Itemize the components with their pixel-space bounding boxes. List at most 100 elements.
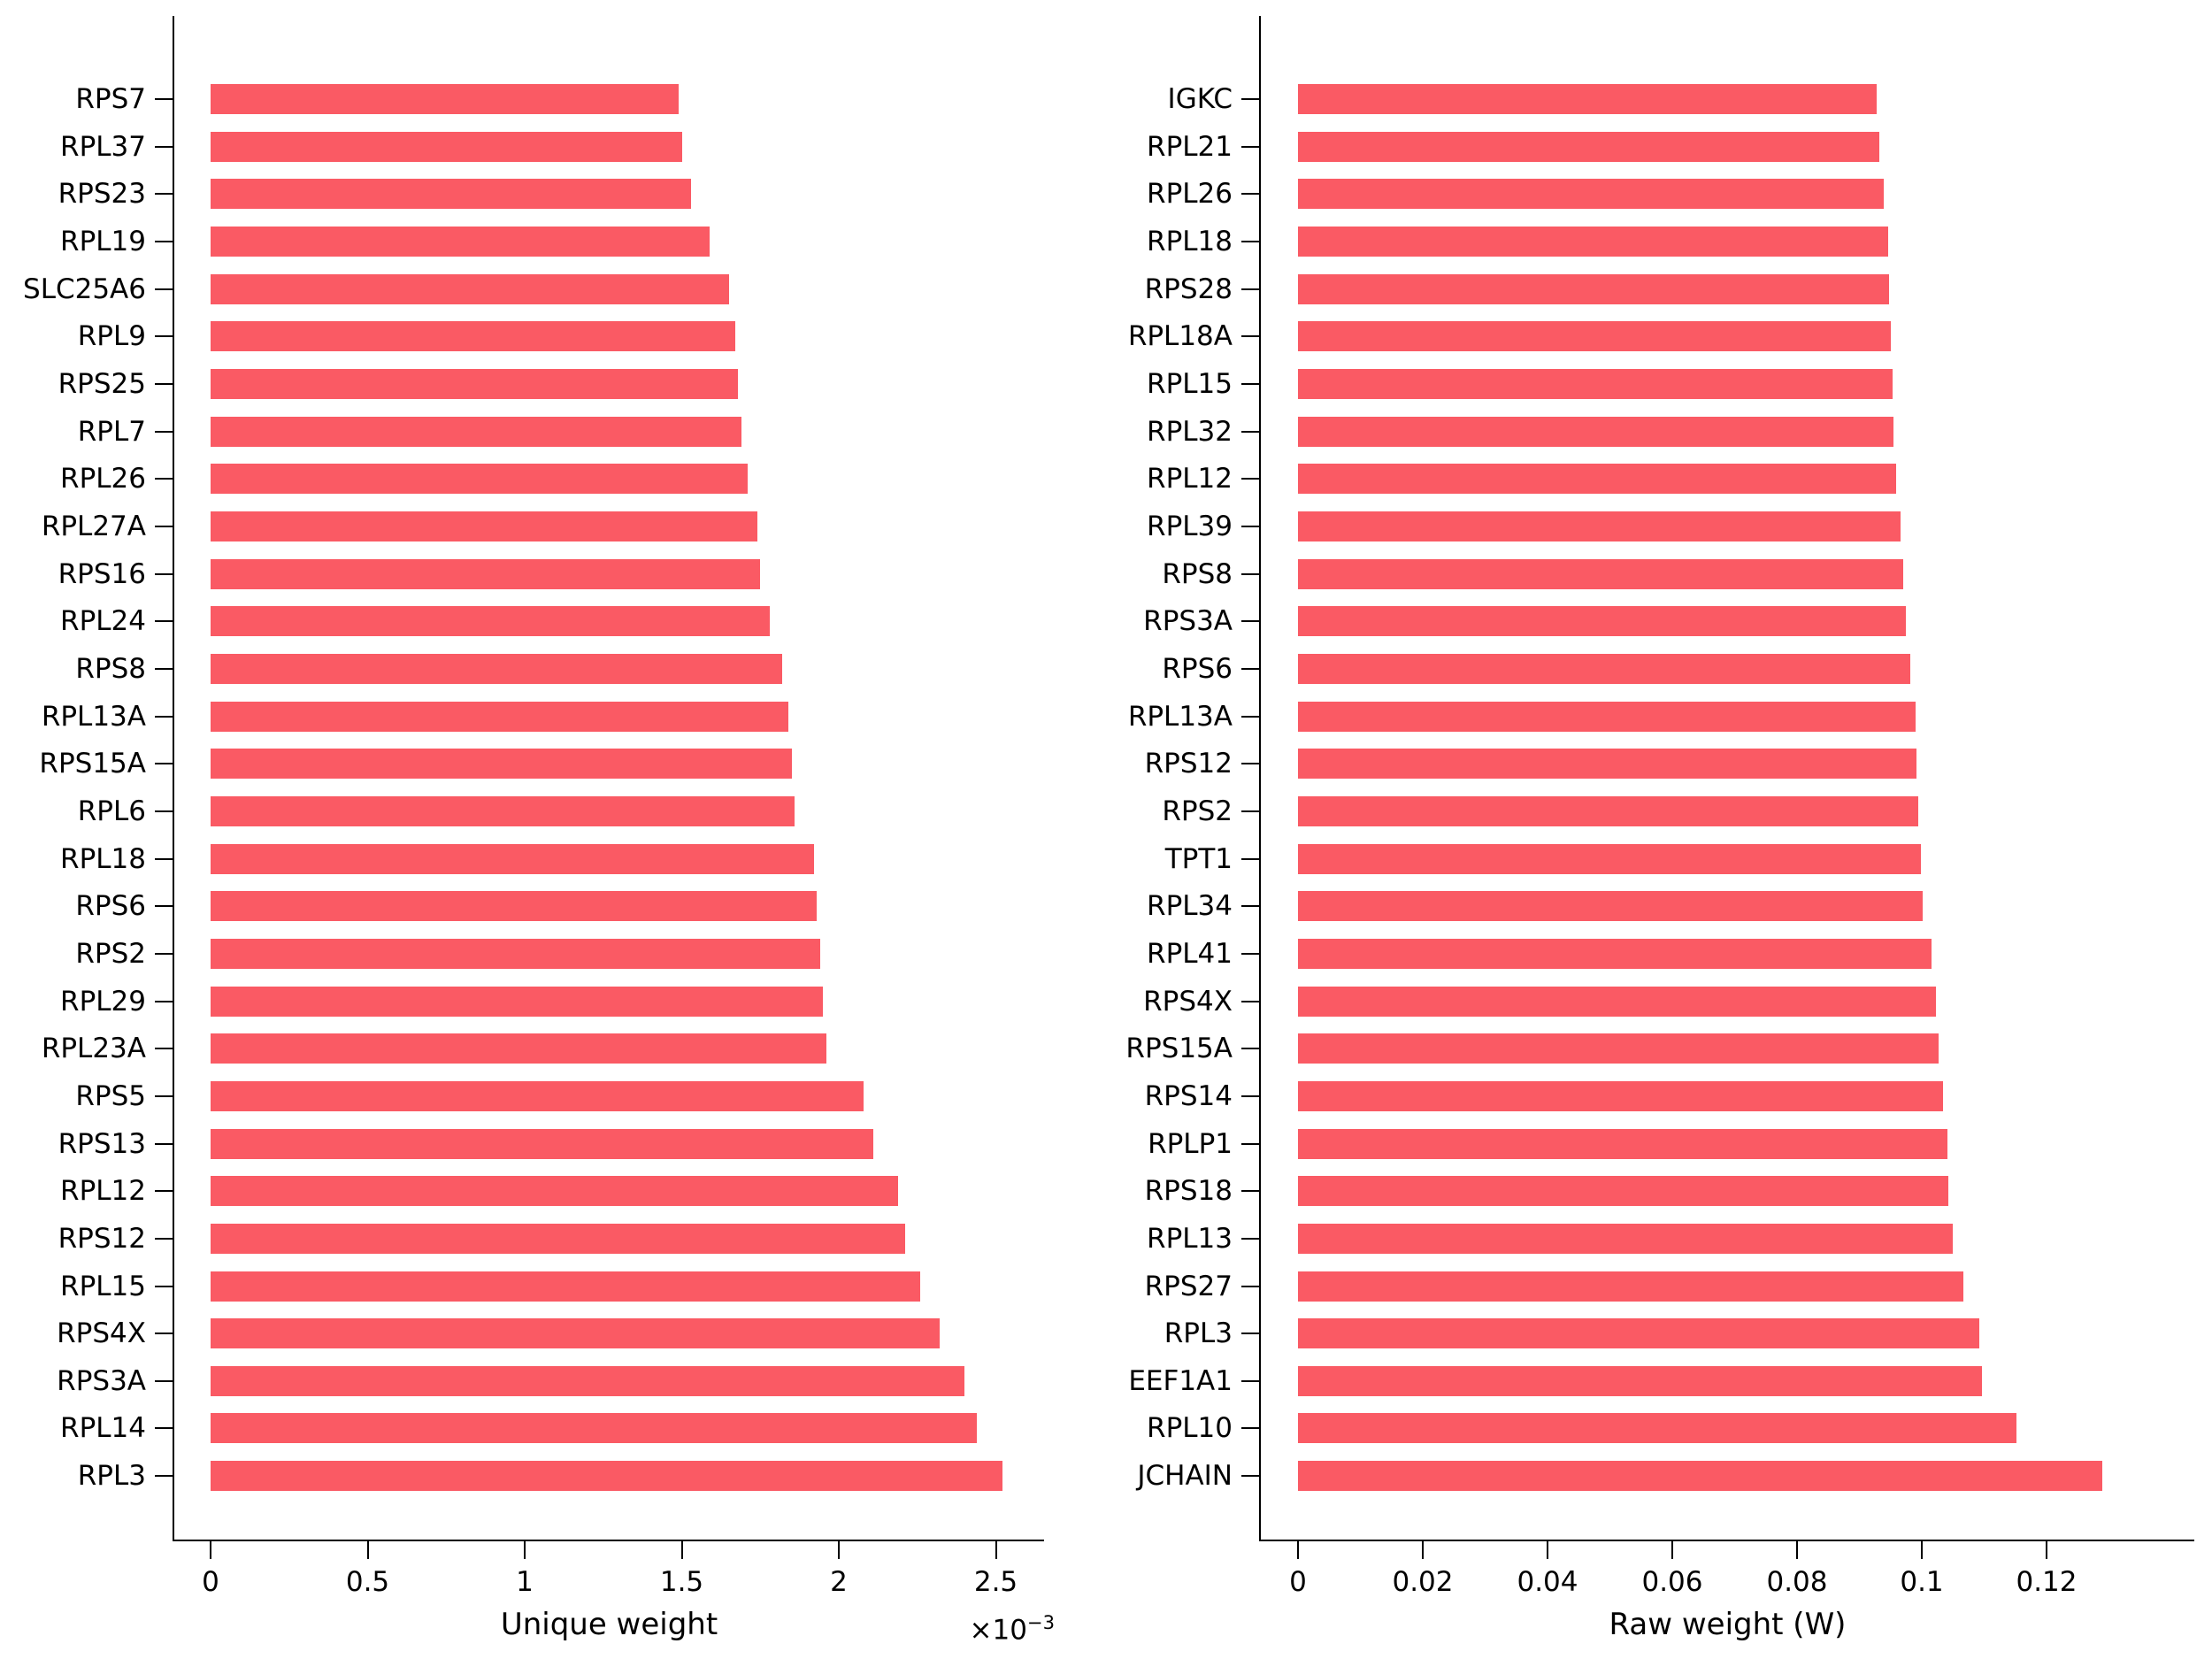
y-tick-mark (1241, 382, 1259, 385)
y-tick-mark (155, 1000, 173, 1002)
x-tick-label: 2 (830, 1566, 848, 1598)
bar (211, 1033, 826, 1064)
x-tick-label: 0.08 (1766, 1566, 1828, 1598)
y-tick-label: RPS15A (39, 748, 146, 780)
y-tick-label: RPL37 (60, 130, 146, 163)
bar (1298, 1271, 1963, 1302)
y-tick-label: RPS2 (75, 937, 146, 970)
bar (1298, 701, 1916, 732)
bar (211, 606, 770, 637)
y-tick-label: RPS13 (58, 1127, 146, 1160)
y-tick-label: SLC25A6 (23, 273, 146, 305)
y-tick-label: RPS25 (58, 367, 146, 400)
y-tick-label: RPL3 (1164, 1317, 1233, 1350)
y-tick-mark (155, 1237, 173, 1240)
x-tick-mark (1422, 1541, 1424, 1559)
y-tick-label: RPS2 (1162, 795, 1233, 827)
y-tick-label: RPL3 (77, 1460, 146, 1493)
y-tick-mark (1241, 335, 1259, 338)
y-tick-mark (1241, 1237, 1259, 1240)
y-tick-label: RPL13A (41, 700, 146, 733)
bar (1298, 131, 1880, 162)
x-axis-spine (1259, 1540, 2194, 1541)
y-tick-mark (1241, 952, 1259, 955)
bar (211, 511, 757, 541)
y-tick-label: RPL41 (1147, 937, 1233, 970)
y-tick-mark (155, 810, 173, 812)
y-tick-mark (155, 1190, 173, 1193)
y-tick-mark (1241, 478, 1259, 480)
y-tick-label: RPL12 (1147, 463, 1233, 495)
x-tick-mark (366, 1541, 369, 1559)
y-tick-label: RPS16 (58, 557, 146, 590)
y-tick-label: RPL26 (1147, 178, 1233, 211)
bar (211, 653, 783, 684)
y-tick-mark (155, 1142, 173, 1145)
x-tick-label: 1 (516, 1566, 534, 1598)
y-tick-label: RPL24 (60, 605, 146, 638)
y-tick-mark (155, 763, 173, 765)
y-tick-mark (1241, 1094, 1259, 1097)
x-axis-offset-text: ×10−3 (969, 1611, 1056, 1647)
x-tick-label: 2.5 (973, 1566, 1018, 1598)
y-tick-mark (1241, 1048, 1259, 1050)
y-tick-label: RPS12 (1144, 748, 1233, 780)
y-tick-mark (1241, 763, 1259, 765)
y-tick-label: RPL18A (1127, 320, 1233, 353)
y-tick-mark (1241, 620, 1259, 623)
bar (211, 464, 749, 495)
x-tick-mark (1796, 1541, 1798, 1559)
y-tick-mark (1241, 1000, 1259, 1002)
y-tick-label: RPL19 (60, 225, 146, 257)
bar (1298, 321, 1892, 352)
y-tick-mark (1241, 857, 1259, 860)
y-tick-label: RPL10 (1147, 1412, 1233, 1445)
y-tick-mark (155, 1094, 173, 1097)
bar (1298, 1365, 1983, 1396)
y-tick-label: RPL12 (60, 1175, 146, 1208)
y-tick-label: RPL23A (41, 1033, 146, 1065)
y-tick-label: RPS3A (57, 1364, 146, 1397)
y-tick-label: RPL15 (60, 1270, 146, 1302)
y-tick-mark (155, 193, 173, 196)
x-tick-label: 0 (1289, 1566, 1307, 1598)
y-tick-mark (155, 98, 173, 100)
x-axis-spine (173, 1540, 1044, 1541)
x-tick-label: 0.04 (1517, 1566, 1578, 1598)
bar (211, 701, 789, 732)
y-tick-mark (155, 478, 173, 480)
bar (211, 416, 741, 447)
y-tick-mark (155, 525, 173, 527)
y-tick-mark (1241, 430, 1259, 433)
bar (1298, 1223, 1954, 1254)
y-tick-mark (1241, 98, 1259, 100)
bar (1298, 511, 1901, 541)
bar (211, 84, 679, 114)
y-tick-label: RPL29 (60, 985, 146, 1018)
y-tick-mark (1241, 288, 1259, 290)
y-tick-mark (1241, 667, 1259, 670)
y-tick-mark (155, 335, 173, 338)
y-tick-mark (155, 1475, 173, 1478)
y-tick-mark (1241, 1427, 1259, 1430)
y-tick-mark (1241, 1142, 1259, 1145)
bar (211, 1413, 978, 1444)
y-tick-mark (1241, 1190, 1259, 1193)
bar (211, 891, 818, 922)
bar (1298, 749, 1917, 780)
y-tick-mark (1241, 1285, 1259, 1287)
bar (1298, 1176, 1949, 1207)
bar (1298, 795, 1919, 826)
y-tick-mark (1241, 715, 1259, 718)
y-tick-label: RPL26 (60, 463, 146, 495)
y-tick-label: EEF1A1 (1128, 1364, 1233, 1397)
bar (211, 1176, 899, 1207)
x-tick-label: 1.5 (659, 1566, 704, 1598)
y-tick-label: RPL14 (60, 1412, 146, 1445)
y-tick-label: RPS14 (1144, 1079, 1233, 1112)
bar (1298, 84, 1878, 114)
y-tick-mark (1241, 1333, 1259, 1335)
y-tick-mark (1241, 240, 1259, 242)
y-tick-mark (1241, 193, 1259, 196)
